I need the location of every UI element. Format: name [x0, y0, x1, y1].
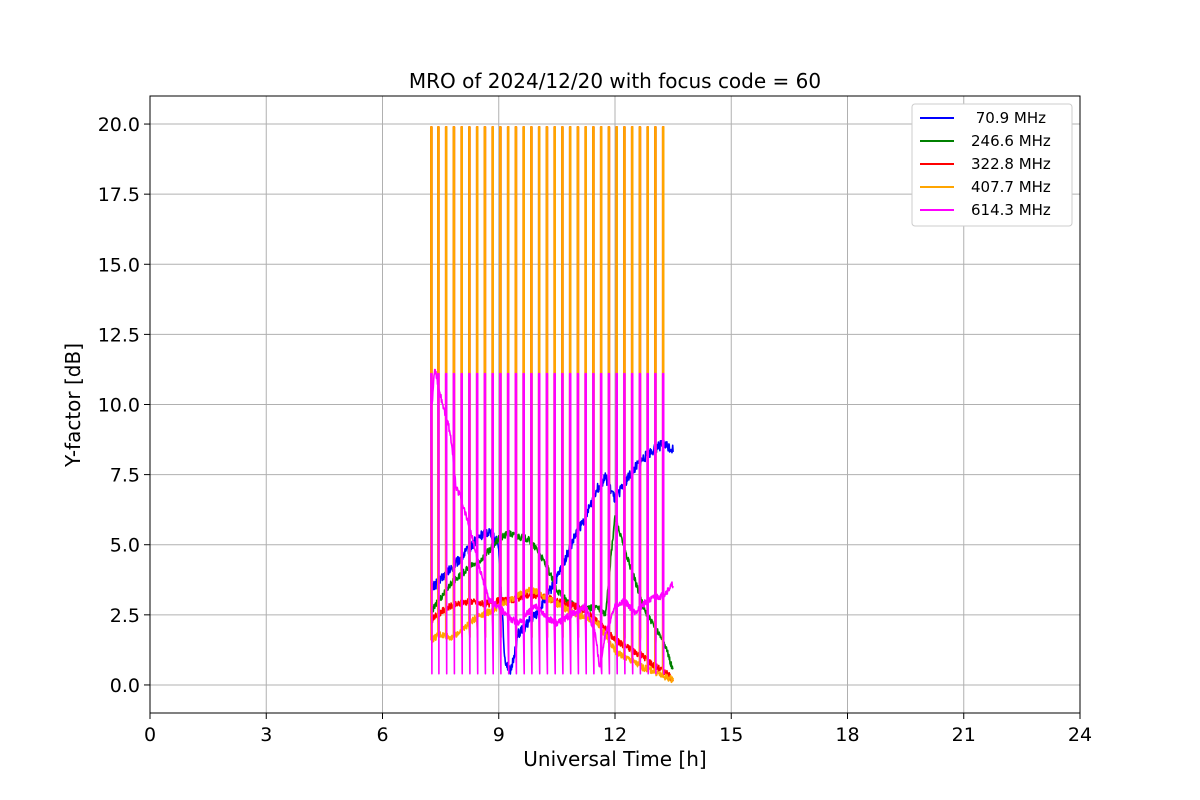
legend: 70.9 MHz 246.6 MHz 322.8 MHz 407.7 MHz 614.3… [911, 103, 1073, 227]
x-tick-label: 9 [493, 724, 505, 746]
legend-box [911, 103, 1073, 227]
x-tick-label: 0 [144, 724, 156, 746]
x-axis-ticks: 0 3 6 9 12 15 18 21 24 [144, 713, 1092, 746]
y-tick-label: 12.5 [98, 324, 140, 346]
y-tick-label: 15.0 [98, 254, 140, 276]
legend-entry-label: 322.8 MHz [971, 155, 1051, 173]
legend-entry-label: 246.6 MHz [971, 132, 1051, 150]
y-tick-label: 0.0 [110, 675, 140, 697]
legend-entry-label: 70.9 MHz [971, 109, 1046, 127]
y-tick-label: 20.0 [98, 114, 140, 136]
x-tick-label: 6 [376, 724, 388, 746]
x-tick-label: 18 [835, 724, 859, 746]
y-tick-label: 7.5 [110, 465, 140, 487]
series-line-4 [430, 368, 674, 675]
y-axis-label: Y-factor [dB] [61, 343, 85, 468]
x-tick-label: 24 [1068, 724, 1092, 746]
series-group [430, 126, 674, 684]
y-axis-ticks: 0.0 2.5 5.0 7.5 10.0 12.5 15.0 17.5 20.0 [98, 114, 150, 697]
x-tick-label: 12 [603, 724, 627, 746]
y-tick-label: 5.0 [110, 535, 140, 557]
x-tick-label: 15 [719, 724, 743, 746]
legend-entry-label: 614.3 MHz [971, 201, 1051, 219]
plot-area [430, 126, 674, 684]
x-tick-label: 21 [952, 724, 976, 746]
chart-title: MRO of 2024/12/20 with focus code = 60 [409, 69, 821, 93]
y-tick-label: 2.5 [110, 605, 140, 627]
y-tick-label: 17.5 [98, 184, 140, 206]
x-tick-label: 3 [260, 724, 272, 746]
x-axis-label: Universal Time [h] [523, 747, 706, 771]
legend-entry-label: 407.7 MHz [971, 178, 1051, 196]
y-tick-label: 10.0 [98, 395, 140, 417]
